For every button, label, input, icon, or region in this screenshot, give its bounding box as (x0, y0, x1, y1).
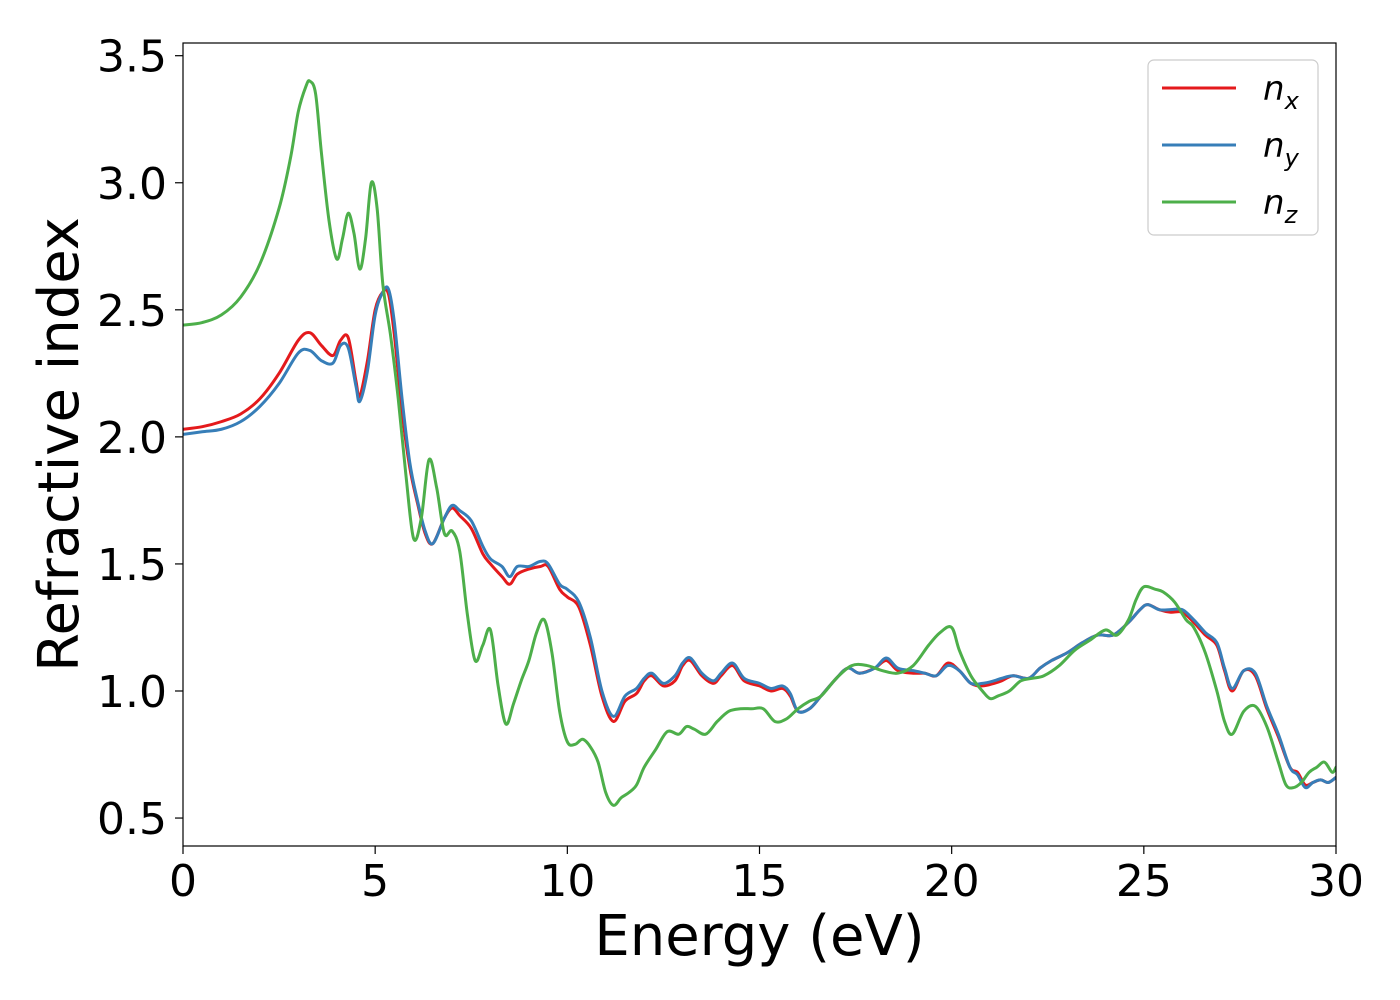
series-line-y (183, 285, 1336, 790)
y-axis-ticks: 0.5 1.0 1.5 2.0 2.5 3.0 3.5 (97, 32, 183, 845)
legend-label-y: ny (1263, 126, 1300, 172)
legend-label-x: nx (1263, 69, 1300, 115)
legend-label-subscript: z (1284, 201, 1299, 229)
legend-label-subscript: x (1284, 87, 1300, 115)
legend-label-base: n (1263, 69, 1285, 109)
y-tick-label: 2.5 (97, 286, 167, 337)
series-group (183, 79, 1336, 807)
legend-label-base: n (1263, 126, 1285, 166)
y-tick-label: 1.0 (97, 667, 167, 718)
x-tick-label: 5 (361, 856, 389, 907)
series-line-z (183, 79, 1336, 807)
x-axis-ticks: 0 5 10 15 20 25 30 (169, 846, 1364, 907)
y-tick-label: 3.5 (97, 32, 167, 83)
legend-label-subscript: y (1284, 144, 1300, 172)
x-tick-label: 0 (169, 856, 197, 907)
x-tick-label: 20 (924, 856, 980, 907)
y-tick-label: 0.5 (97, 794, 167, 845)
x-tick-label: 15 (732, 856, 788, 907)
y-tick-label: 2.0 (97, 413, 167, 464)
x-tick-label: 25 (1116, 856, 1172, 907)
x-tick-label: 30 (1308, 856, 1364, 907)
x-tick-label: 10 (539, 856, 595, 907)
legend-label-z: nz (1263, 183, 1299, 229)
y-axis-label: Refractive index (27, 217, 92, 672)
y-tick-label: 3.0 (97, 159, 167, 210)
y-tick-label: 1.5 (97, 540, 167, 591)
x-axis-label: Energy (eV) (594, 904, 924, 969)
legend-box (1147, 59, 1319, 236)
legend-label-base: n (1263, 183, 1285, 223)
